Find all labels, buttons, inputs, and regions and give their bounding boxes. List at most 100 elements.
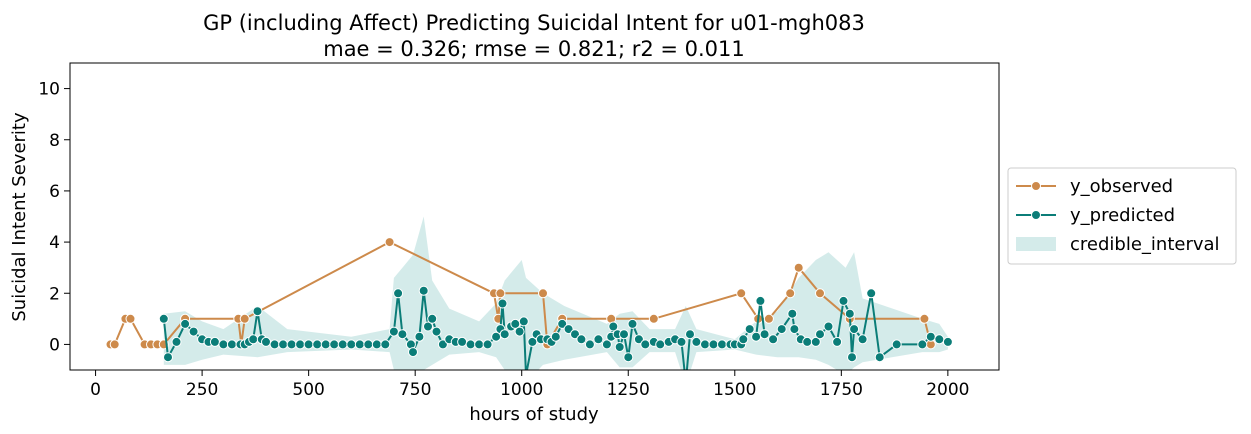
predicted-point xyxy=(295,339,306,350)
predicted-point xyxy=(640,339,651,350)
predicted-series-layer xyxy=(158,285,953,380)
predicted-point xyxy=(518,316,529,327)
predicted-point xyxy=(717,339,727,350)
observed-point xyxy=(785,288,796,299)
predicted-point xyxy=(823,321,834,332)
predicted-point xyxy=(393,288,404,299)
y-tick-label: 6 xyxy=(49,182,60,202)
predicted-point xyxy=(418,285,429,296)
predicted-point xyxy=(751,331,762,342)
predicted-point xyxy=(158,313,169,324)
observed-point xyxy=(763,313,774,324)
predicted-point xyxy=(685,329,695,340)
predicted-point xyxy=(738,334,749,345)
predicted-point xyxy=(312,339,323,350)
predicted-point xyxy=(917,339,928,350)
predicted-point xyxy=(497,298,508,309)
predicted-point xyxy=(608,321,619,332)
predicted-point xyxy=(431,326,442,337)
predicted-point xyxy=(759,329,770,340)
x-axis: 0 250 500 750 1000 1250 1500 1750 2000 xyxy=(90,370,969,400)
predicted-point xyxy=(388,326,399,337)
legend-observed-marker xyxy=(1031,181,1041,191)
y-tick-label: 2 xyxy=(49,284,60,304)
predicted-point xyxy=(570,329,580,340)
observed-point xyxy=(648,313,659,324)
y-tick-label: 10 xyxy=(38,80,60,100)
predicted-point xyxy=(499,329,510,340)
predicted-point xyxy=(337,339,348,350)
predicted-point xyxy=(286,339,297,350)
predicted-point xyxy=(891,339,902,350)
predicted-point xyxy=(354,339,365,350)
predicted-point xyxy=(320,339,331,350)
predicted-point xyxy=(832,336,843,347)
predicted-point xyxy=(188,326,199,337)
observed-point xyxy=(793,262,804,273)
predicted-point xyxy=(329,339,340,350)
predicted-point xyxy=(838,295,849,306)
x-tick-label: 500 xyxy=(292,380,324,400)
predicted-point xyxy=(768,334,779,345)
y-tick-label: 0 xyxy=(49,335,60,355)
predicted-point xyxy=(269,339,280,350)
predicted-point xyxy=(708,339,719,350)
predicted-point xyxy=(346,339,357,350)
y-axis: 0 2 4 6 8 10 xyxy=(38,80,70,355)
y-tick-label: 4 xyxy=(49,233,60,253)
observed-point xyxy=(125,313,136,324)
legend-predicted-marker xyxy=(1031,210,1041,220)
predicted-point xyxy=(614,342,625,352)
observed-point xyxy=(815,288,825,299)
observed-point xyxy=(736,288,747,299)
predicted-point xyxy=(691,336,702,347)
predicted-point xyxy=(633,334,644,345)
observed-point xyxy=(109,339,120,350)
predicted-point xyxy=(874,352,885,363)
predicted-point xyxy=(363,339,374,350)
predicted-point xyxy=(180,318,191,329)
predicted-point xyxy=(563,324,574,335)
x-tick-label: 1500 xyxy=(713,380,756,400)
predicted-point xyxy=(857,334,868,345)
predicted-point xyxy=(226,339,237,350)
predicted-point xyxy=(655,339,666,350)
predicted-point xyxy=(584,339,595,350)
x-tick-label: 250 xyxy=(186,380,218,400)
predicted-point xyxy=(815,329,825,340)
predicted-point xyxy=(427,313,438,324)
observed-point xyxy=(919,313,930,324)
predicted-point xyxy=(397,329,408,340)
predicted-point xyxy=(457,336,468,347)
predicted-point xyxy=(627,318,638,329)
predicted-point xyxy=(847,352,857,363)
predicted-point xyxy=(414,331,425,342)
predicted-point xyxy=(676,336,687,347)
y-axis-label: Suicidal Intent Severity xyxy=(9,112,30,322)
predicted-point xyxy=(380,339,391,350)
predicted-point xyxy=(303,339,314,350)
observed-point xyxy=(239,313,250,324)
x-tick-label: 2000 xyxy=(926,380,969,400)
predicted-point xyxy=(550,331,561,342)
predicted-point xyxy=(849,324,860,335)
legend: y_observed y_predicted credible_interval xyxy=(1007,167,1237,265)
chart-title: GP (including Affect) Predicting Suicida… xyxy=(203,11,865,35)
plot-frame xyxy=(69,62,1000,371)
predicted-point xyxy=(171,336,182,347)
predicted-point xyxy=(593,334,604,345)
predicted-point xyxy=(209,336,220,347)
predicted-point xyxy=(514,326,525,337)
x-tick-label: 1750 xyxy=(820,380,863,400)
predicted-point xyxy=(522,371,531,380)
predicted-point xyxy=(482,339,493,350)
observed-point xyxy=(495,288,506,299)
observed-point xyxy=(384,237,395,248)
predicted-point xyxy=(601,339,612,350)
predicted-point xyxy=(423,321,433,332)
predicted-point xyxy=(810,336,821,347)
legend-box xyxy=(1007,167,1237,265)
predicted-point xyxy=(787,308,798,319)
predicted-point xyxy=(465,339,476,350)
